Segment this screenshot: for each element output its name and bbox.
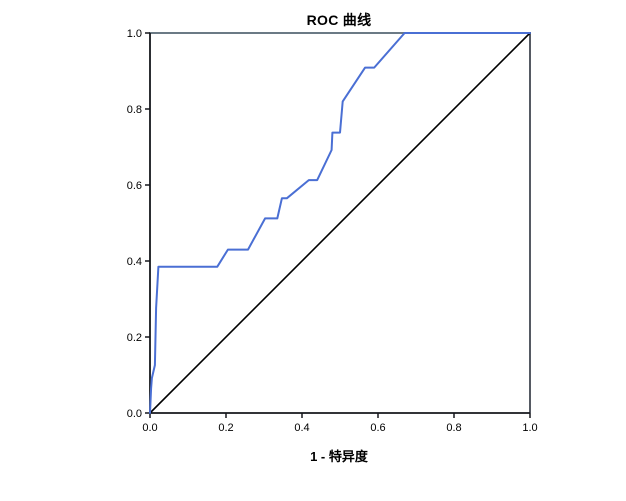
reference-line [149,32,531,414]
y-tick-label: 0.8 [127,104,142,116]
x-axis-title: 1 - 特异度 [310,449,368,464]
x-tick-label: 0.8 [446,422,461,434]
x-tick-label: 0.2 [218,422,233,434]
x-tick-label: 0.6 [370,422,385,434]
x-tick-label: 1.0 [522,422,537,434]
x-tick-label: 0.0 [142,422,157,434]
y-tick-label: 0.4 [127,256,142,268]
y-tick-label: 1.0 [127,28,142,40]
y-tick-label: 0.6 [127,180,142,192]
x-tick-label: 0.4 [294,422,309,434]
roc-curve [149,32,531,414]
y-tick-label: 0.0 [127,408,142,420]
chart-title: ROC 曲线 [306,12,372,28]
y-tick-label: 0.2 [127,332,142,344]
